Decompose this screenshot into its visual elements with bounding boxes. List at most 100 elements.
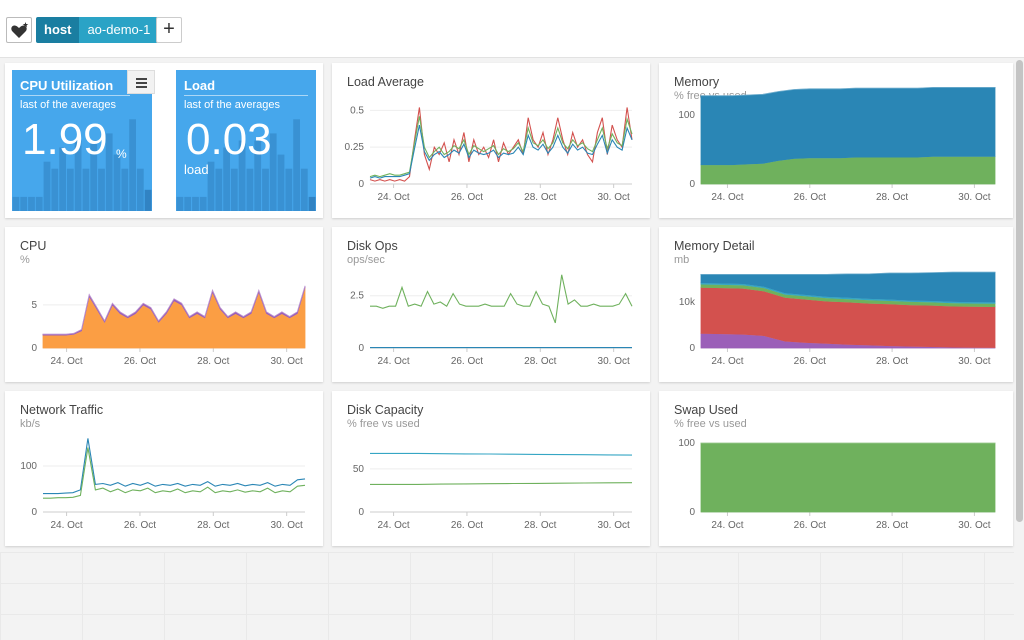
area-series-edge	[700, 87, 995, 97]
spark-bar	[136, 168, 144, 211]
spark-bar	[308, 196, 316, 211]
x-tick-label: 24. Oct	[377, 192, 409, 203]
tag-key: host	[36, 17, 80, 43]
y-tick-label: 0.5	[350, 105, 364, 116]
x-tick-label: 30. Oct	[271, 356, 303, 367]
spark-bar	[230, 168, 238, 211]
x-tick-label: 30. Oct	[958, 192, 990, 203]
x-tick-label: 28. Oct	[524, 520, 556, 531]
y-tick-label: 0	[358, 507, 364, 518]
panel-subtitle: mb	[674, 254, 690, 266]
y-tick-label: 100	[678, 110, 695, 121]
disk-capacity-panel[interactable]: Disk Capacity % free vs used 0 50 24. Oct 2…	[332, 391, 650, 546]
x-tick-label: 30. Oct	[271, 520, 303, 531]
page-scrollbar[interactable]	[1016, 60, 1023, 522]
y-tick-label: 5	[31, 300, 37, 311]
panel-title: Disk Capacity	[347, 403, 424, 417]
line-series	[370, 482, 633, 485]
host-tag-filter[interactable]: host ao-demo-1	[36, 17, 159, 43]
y-tick-label: 100	[20, 461, 37, 472]
area-series-edge	[701, 271, 995, 275]
x-tick-label: 26. Oct	[451, 192, 483, 203]
spark-bar	[293, 119, 300, 211]
spark-bar	[207, 161, 215, 211]
memory-chart: 0 100 24. Oct 26. Oct 28. Oct 30. Oct	[678, 87, 996, 203]
load-tile[interactable]: Load last of the averages 0.03 load	[176, 70, 316, 211]
stat-divider	[184, 95, 308, 96]
x-tick-label: 26. Oct	[794, 192, 826, 203]
spark-bar	[66, 168, 74, 211]
line-series	[43, 447, 306, 499]
memory-detail-panel[interactable]: Memory Detail mb 0 10k 24. Oct 26. Oct 28. O…	[659, 227, 1013, 382]
spark-bar	[277, 154, 285, 211]
panel-subtitle: kb/s	[20, 418, 41, 430]
add-filter-button[interactable]: +	[156, 17, 182, 43]
spark-bar	[129, 119, 136, 211]
x-tick-label: 24. Oct	[50, 520, 82, 531]
heart-star-icon	[11, 22, 29, 38]
x-tick-label: 26. Oct	[794, 520, 826, 531]
panel-title: Load Average	[347, 75, 424, 89]
area-series	[700, 87, 996, 166]
tile-menu-button[interactable]	[127, 70, 155, 94]
load-average-chart: 0 0.25 0.5 24. Oct 26. Oct 28. Oct 30. Oct	[345, 105, 633, 203]
swap-used-panel[interactable]: Swap Used % free vs used 0 100 24. Oct 26. …	[659, 391, 1013, 546]
x-tick-label: 30. Oct	[958, 520, 990, 531]
area-series	[700, 271, 996, 303]
x-tick-label: 28. Oct	[197, 356, 229, 367]
y-tick-label: 10k	[679, 297, 696, 308]
x-tick-label: 24. Oct	[377, 520, 409, 531]
y-tick-label: 0	[358, 179, 364, 190]
x-tick-label: 28. Oct	[524, 192, 556, 203]
spark-bar	[12, 196, 20, 211]
network-traffic-panel[interactable]: Network Traffic kb/s 0 100 24. Oct 26. Oct 2…	[5, 391, 323, 546]
panel-subtitle: %	[20, 254, 30, 266]
panel-subtitle: % free vs used	[347, 418, 420, 430]
stat-title: CPU Utilization	[20, 78, 114, 93]
x-tick-label: 24. Oct	[50, 356, 82, 367]
swap-used-chart: 0 100 24. Oct 26. Oct 28. Oct 30. Oct	[678, 438, 996, 531]
stat-subtitle: last of the averages	[184, 99, 281, 111]
x-tick-label: 28. Oct	[876, 356, 908, 367]
x-tick-label: 28. Oct	[524, 356, 556, 367]
y-tick-label: 0	[689, 507, 695, 518]
spark-bar	[98, 168, 105, 211]
spark-bar	[105, 133, 113, 211]
memory-detail-chart: 0 10k 24. Oct 26. Oct 28. Oct 30. Oct	[679, 271, 996, 367]
cpu-panel[interactable]: CPU % 0 5 24. Oct 26. Oct 28. Oct 30. Oct	[5, 227, 323, 382]
area-series-edge	[43, 285, 306, 335]
stat-unit: %	[116, 147, 127, 161]
y-tick-label: 100	[678, 438, 695, 449]
spark-bar	[184, 196, 192, 211]
line-series	[369, 116, 633, 178]
area-series	[42, 285, 306, 336]
disk-ops-panel[interactable]: Disk Ops ops/sec 0 2.5 24. Oct 26. Oct 28. O…	[332, 227, 650, 382]
y-tick-label: 0	[689, 179, 695, 190]
load-average-panel[interactable]: Load Average 0 0.25 0.5 24. Oct 26. Oct 28. O…	[332, 63, 650, 218]
spark-bar	[223, 147, 230, 211]
panel-title: Memory Detail	[674, 239, 755, 253]
panel-title: Disk Ops	[347, 239, 398, 253]
x-tick-label: 24. Oct	[711, 356, 743, 367]
y-tick-label: 0	[31, 507, 37, 518]
favorite-button[interactable]	[6, 17, 32, 43]
disk-ops-chart: 0 2.5 24. Oct 26. Oct 28. Oct 30. Oct	[350, 274, 633, 367]
spark-bar	[254, 140, 262, 211]
line-series	[369, 124, 633, 179]
y-tick-label: 50	[353, 464, 365, 475]
x-tick-label: 24. Oct	[711, 192, 743, 203]
x-tick-label: 30. Oct	[598, 356, 630, 367]
x-tick-label: 30. Oct	[598, 520, 630, 531]
x-tick-label: 26. Oct	[451, 520, 483, 531]
spark-bar	[82, 168, 90, 211]
y-tick-label: 2.5	[350, 291, 364, 302]
x-tick-label: 30. Oct	[598, 192, 630, 203]
spark-bar	[74, 140, 82, 211]
panel-title: Network Traffic	[20, 403, 104, 417]
x-tick-label: 28. Oct	[876, 520, 908, 531]
line-series	[370, 452, 633, 456]
panel-subtitle: % free vs used	[674, 418, 747, 430]
spark-bar	[20, 196, 28, 211]
tag-value: ao-demo-1	[79, 17, 159, 43]
